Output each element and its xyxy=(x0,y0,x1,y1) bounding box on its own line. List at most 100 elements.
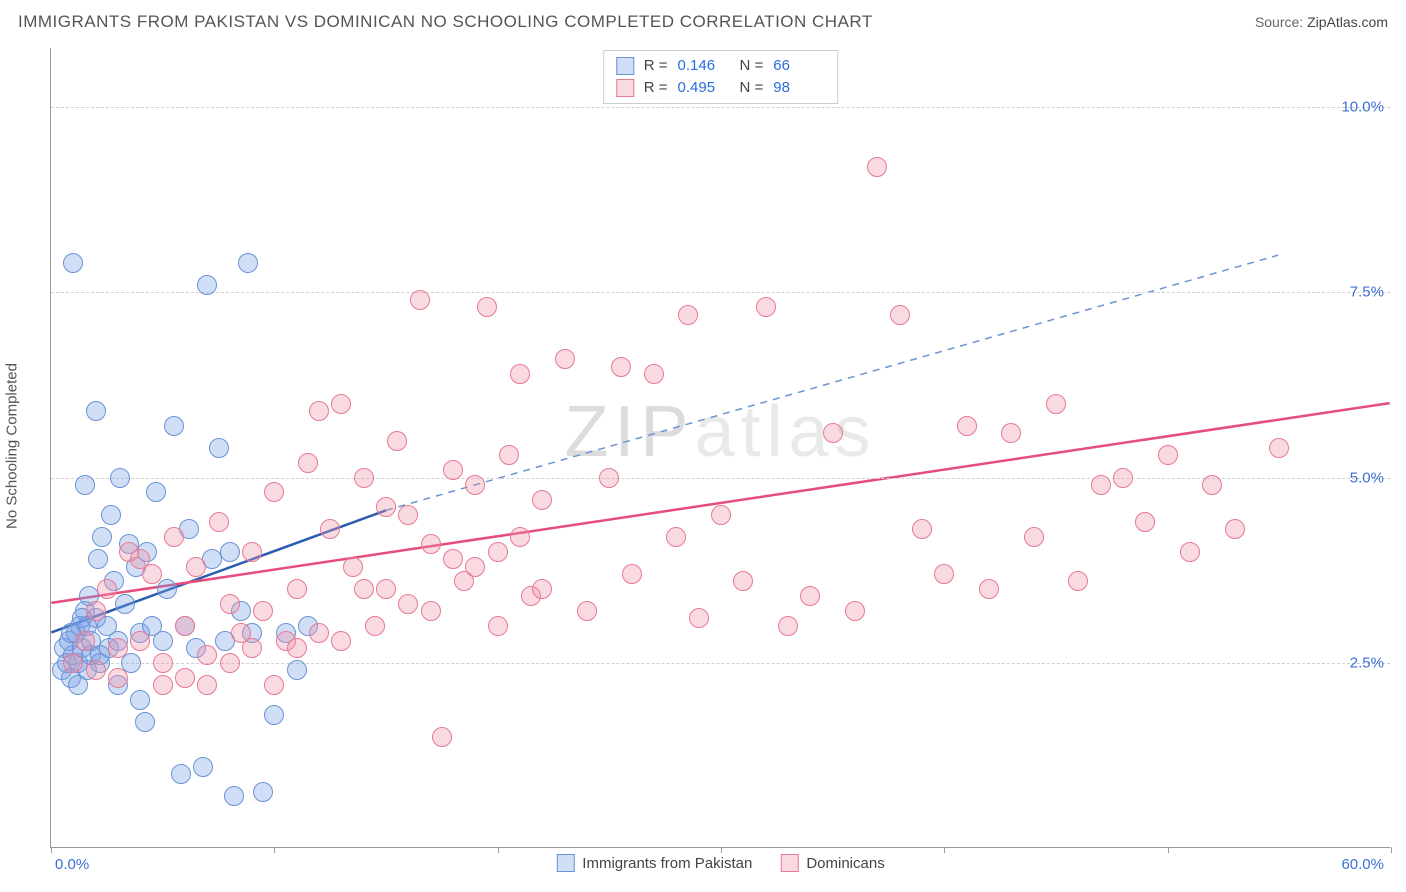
scatter-point-dominican xyxy=(343,557,363,577)
scatter-point-dominican xyxy=(108,638,128,658)
scatter-point-pakistan xyxy=(92,527,112,547)
y-axis-label: No Schooling Completed xyxy=(4,363,21,529)
scatter-point-dominican xyxy=(666,527,686,547)
scatter-point-pakistan xyxy=(164,416,184,436)
scatter-point-dominican xyxy=(1024,527,1044,547)
legend-r-value: 0.146 xyxy=(678,55,730,77)
scatter-point-dominican xyxy=(711,505,731,525)
gridline xyxy=(51,478,1390,479)
y-tick-label: 5.0% xyxy=(1350,469,1384,486)
source-label: Source: xyxy=(1255,14,1307,30)
scatter-point-dominican xyxy=(1180,542,1200,562)
scatter-point-dominican xyxy=(197,645,217,665)
scatter-point-pakistan xyxy=(63,253,83,273)
scatter-point-dominican xyxy=(220,594,240,614)
scatter-point-dominican xyxy=(1158,445,1178,465)
legend-series-label: Dominicans xyxy=(806,855,884,872)
scatter-point-dominican xyxy=(577,601,597,621)
gridline xyxy=(51,663,1390,664)
scatter-point-dominican xyxy=(130,631,150,651)
scatter-point-dominican xyxy=(108,668,128,688)
scatter-point-pakistan xyxy=(220,542,240,562)
scatter-point-pakistan xyxy=(197,275,217,295)
y-tick-label: 2.5% xyxy=(1350,654,1384,671)
legend-n-label: N = xyxy=(740,55,764,77)
scatter-point-pakistan xyxy=(224,786,244,806)
scatter-point-dominican xyxy=(1225,519,1245,539)
scatter-point-dominican xyxy=(890,305,910,325)
scatter-point-dominican xyxy=(912,519,932,539)
scatter-point-dominican xyxy=(331,631,351,651)
scatter-point-dominican xyxy=(354,579,374,599)
scatter-point-pakistan xyxy=(88,549,108,569)
legend-series-label: Immigrants from Pakistan xyxy=(582,855,752,872)
chart-title: IMMIGRANTS FROM PAKISTAN VS DOMINICAN NO… xyxy=(18,12,873,32)
scatter-point-dominican xyxy=(867,157,887,177)
legend-series: Immigrants from Pakistan Dominicans xyxy=(556,855,884,873)
scatter-point-dominican xyxy=(800,586,820,606)
scatter-point-pakistan xyxy=(287,660,307,680)
scatter-point-dominican xyxy=(979,579,999,599)
scatter-point-dominican xyxy=(153,653,173,673)
scatter-point-dominican xyxy=(499,445,519,465)
scatter-point-pakistan xyxy=(253,782,273,802)
legend-item-dominican: Dominicans xyxy=(780,855,884,873)
legend-swatch-icon xyxy=(616,79,634,97)
x-tick xyxy=(944,847,945,853)
scatter-point-dominican xyxy=(1046,394,1066,414)
scatter-point-pakistan xyxy=(209,438,229,458)
scatter-point-dominican xyxy=(331,394,351,414)
legend-r-label: R = xyxy=(644,55,668,77)
scatter-point-dominican xyxy=(477,297,497,317)
scatter-point-pakistan xyxy=(110,468,130,488)
scatter-point-dominican xyxy=(387,431,407,451)
scatter-point-dominican xyxy=(510,364,530,384)
scatter-point-dominican xyxy=(253,601,273,621)
scatter-point-dominican xyxy=(689,608,709,628)
scatter-point-dominican xyxy=(242,638,262,658)
scatter-point-dominican xyxy=(63,653,83,673)
scatter-point-dominican xyxy=(1113,468,1133,488)
scatter-point-dominican xyxy=(86,660,106,680)
scatter-point-dominican xyxy=(86,601,106,621)
scatter-point-pakistan xyxy=(130,690,150,710)
scatter-point-dominican xyxy=(153,675,173,695)
scatter-point-pakistan xyxy=(68,675,88,695)
scatter-point-dominican xyxy=(532,579,552,599)
x-axis-min-label: 0.0% xyxy=(55,856,89,873)
scatter-point-dominican xyxy=(443,549,463,569)
scatter-point-dominican xyxy=(376,579,396,599)
scatter-point-dominican xyxy=(488,542,508,562)
legend-r-value: 0.495 xyxy=(678,77,730,99)
watermark-light: atlas xyxy=(694,392,876,472)
scatter-point-dominican xyxy=(320,519,340,539)
scatter-point-dominican xyxy=(644,364,664,384)
scatter-point-dominican xyxy=(622,564,642,584)
scatter-point-dominican xyxy=(354,468,374,488)
scatter-point-dominican xyxy=(756,297,776,317)
scatter-point-dominican xyxy=(242,542,262,562)
scatter-point-dominican xyxy=(220,653,240,673)
scatter-point-dominican xyxy=(421,601,441,621)
scatter-point-pakistan xyxy=(157,579,177,599)
scatter-point-dominican xyxy=(287,579,307,599)
scatter-point-pakistan xyxy=(171,764,191,784)
legend-correlation: R =0.146N =66R =0.495N =98 xyxy=(603,50,839,104)
scatter-point-dominican xyxy=(398,505,418,525)
scatter-point-dominican xyxy=(1269,438,1289,458)
scatter-point-dominican xyxy=(365,616,385,636)
x-tick xyxy=(51,847,52,853)
scatter-point-dominican xyxy=(1068,571,1088,591)
scatter-point-dominican xyxy=(175,668,195,688)
scatter-point-dominican xyxy=(175,616,195,636)
scatter-point-dominican xyxy=(510,527,530,547)
scatter-point-dominican xyxy=(733,571,753,591)
legend-n-value: 66 xyxy=(773,55,825,77)
scatter-point-pakistan xyxy=(101,505,121,525)
x-axis-max-label: 60.0% xyxy=(1341,856,1384,873)
legend-row-pakistan: R = 0.146 N = 66 xyxy=(616,55,826,77)
watermark-bold: ZIP xyxy=(564,392,694,472)
legend-swatch-icon xyxy=(780,854,798,872)
scatter-point-dominican xyxy=(1091,475,1111,495)
scatter-plot: ZIPatlas R =0.146N =66R =0.495N =98 0.0%… xyxy=(50,48,1390,848)
